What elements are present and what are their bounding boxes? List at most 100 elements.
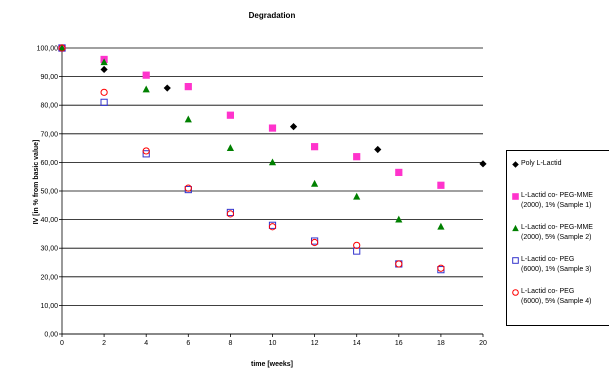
legend-marker — [512, 224, 519, 232]
data-point — [184, 185, 192, 194]
chart-legend: Poly L-Lactid L-Lactid co- PEG-MME (2000),… — [506, 150, 609, 326]
data-point — [100, 65, 108, 74]
data-point — [226, 210, 234, 218]
legend-marker-shape — [512, 161, 519, 168]
y-tick-label: 40,00 — [40, 217, 58, 224]
data-point — [184, 83, 192, 91]
gridlines — [59, 47, 483, 335]
data-point — [268, 158, 277, 166]
legend-marker-shape — [512, 257, 519, 264]
x-tick-label: 20 — [479, 340, 487, 347]
x-tick-label: 6 — [186, 340, 190, 347]
legend-item: L-Lactid co- PEG (6000), 1% (Sample 3) — [511, 255, 609, 279]
x-tick-label: 4 — [144, 340, 148, 347]
data-point — [268, 124, 277, 132]
data-point — [142, 147, 150, 155]
y-tick-label: 60,00 — [40, 160, 58, 167]
data-point — [353, 192, 361, 200]
y-tick-label: 10,00 — [40, 303, 58, 310]
legend-label-line: (6000), 5% (Sample 4) — [521, 298, 592, 305]
data-point — [184, 115, 192, 123]
x-tick-label: 18 — [437, 340, 445, 347]
data-point — [289, 123, 298, 131]
x-tick-label: 12 — [311, 340, 319, 347]
series-5 — [58, 44, 445, 272]
data-point — [311, 237, 319, 245]
legend-item: L-Lactid co- PEG-MME (2000), 5% (Sample 2… — [511, 223, 609, 247]
data-point — [268, 221, 277, 229]
data-point — [437, 222, 445, 230]
data-point — [58, 44, 66, 51]
legend-label: L-Lactid co- PEG (6000), 1% (Sample 3) — [521, 255, 591, 275]
legend-label-line: (2000), 5% (Sample 2) — [521, 234, 592, 241]
y-tick-label: 30,00 — [40, 246, 58, 253]
series-1 — [58, 44, 487, 168]
data-point — [374, 145, 382, 154]
legend-marker — [512, 193, 519, 200]
data-points — [58, 44, 487, 274]
x-tick-label: 14 — [353, 340, 361, 347]
data-point — [395, 260, 403, 268]
legend-label: L-Lactid co- PEG-MME (2000), 1% (Sample 1… — [521, 191, 593, 211]
x-tick-label: 2 — [102, 340, 106, 347]
data-point — [142, 71, 150, 79]
y-axis-label: IV [in % from basic value] — [33, 140, 40, 225]
y-tick-label: 70,00 — [40, 131, 58, 138]
x-tick-label: 10 — [269, 340, 277, 347]
data-point — [311, 238, 319, 247]
legend-marker-shape — [512, 224, 519, 232]
legend-label: L-Lactid co- PEG (6000), 5% (Sample 4) — [521, 287, 591, 307]
x-tick-label: 0 — [60, 340, 64, 347]
data-point — [100, 98, 108, 106]
data-point — [353, 153, 361, 161]
y-tick-label: 80,00 — [40, 103, 58, 110]
legend-label-line: L-Lactid co- PEG — [521, 256, 575, 263]
data-point — [479, 160, 487, 168]
legend-label-line: (6000), 1% (Sample 3) — [521, 266, 592, 273]
data-point — [142, 85, 150, 93]
y-tick-label: 20,00 — [40, 274, 58, 281]
data-point — [226, 208, 235, 217]
data-point — [311, 143, 319, 151]
series-3 — [58, 44, 445, 230]
data-point — [268, 223, 277, 231]
legend-label-line: L-Lactid co- PEG-MME — [521, 192, 593, 199]
legend-label: Poly L-Lactid — [521, 159, 561, 169]
data-point — [395, 168, 403, 177]
data-point — [163, 84, 171, 92]
data-point — [226, 144, 234, 151]
y-tick-label: 100,00 — [37, 46, 59, 53]
data-point — [100, 58, 108, 66]
x-tick-label: 8 — [228, 340, 232, 347]
x-axis-label: time [weeks] — [251, 361, 293, 368]
x-tick-label: 16 — [395, 340, 403, 347]
chart-title: Degradation — [249, 11, 296, 20]
legend-item: L-Lactid co- PEG-MME (2000), 1% (Sample 1… — [511, 191, 609, 215]
legend-marker — [512, 289, 519, 296]
data-point — [226, 111, 234, 119]
data-point — [142, 150, 150, 158]
data-point — [184, 184, 192, 192]
data-point — [311, 179, 319, 187]
y-tick-labels: 0,00 10,00 20,00 30,00 40,00 50,00 60,00 70,00 8… — [37, 46, 59, 339]
legend-item: L-Lactid co- PEG (6000), 5% (Sample 4) — [511, 287, 609, 311]
legend-label-line: Poly L-Lactid — [521, 160, 562, 167]
data-point — [437, 264, 445, 272]
legend-marker-shape — [512, 193, 519, 200]
data-point — [353, 241, 361, 249]
y-tick-label: 90,00 — [40, 74, 58, 81]
legend-label-line: (2000), 1% (Sample 1) — [521, 202, 592, 209]
data-point — [437, 266, 445, 274]
legend-marker — [512, 257, 519, 264]
legend-marker-shape — [512, 289, 519, 296]
data-point — [395, 215, 403, 223]
legend-label-line: L-Lactid co- PEG-MME — [521, 224, 593, 231]
legend-label-line: L-Lactid co- PEG — [521, 288, 575, 295]
legend-marker — [512, 161, 519, 168]
data-point — [437, 181, 445, 189]
y-tick-label: 50,00 — [40, 189, 58, 196]
legend-label: L-Lactid co- PEG-MME (2000), 5% (Sample 2… — [521, 223, 593, 243]
data-point — [58, 44, 66, 52]
x-tick-labels: 0 2 4 6 8 10 12 14 16 18 20 — [60, 334, 487, 347]
